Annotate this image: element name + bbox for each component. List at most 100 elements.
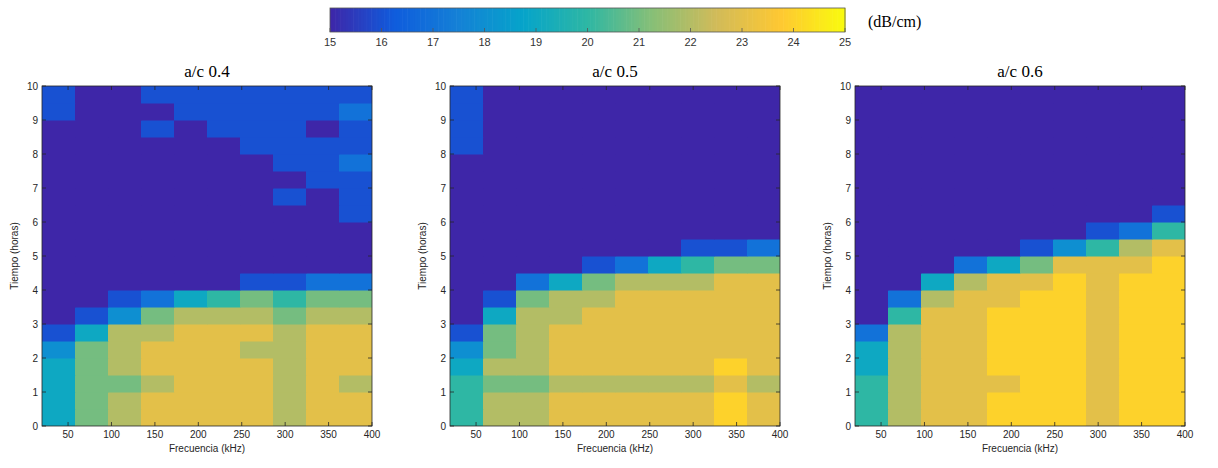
heatmap-cell [75,239,109,257]
heatmap-cell [42,324,76,342]
y-tick-right [776,392,780,393]
heatmap-cell [681,256,715,274]
heatmap-cell [174,307,208,325]
x-tick-top [111,86,112,90]
heatmap-cell [42,188,76,206]
heatmap-cell [306,222,340,240]
heatmap-cell [1119,205,1153,223]
y-tick-label: 8 [845,149,851,160]
heatmap-cell [516,86,550,104]
y-tick-label: 2 [440,353,446,364]
heatmap-cell [141,273,175,291]
x-tick-top [1098,86,1099,90]
heatmap-cell [207,409,241,426]
heatmap-cell [174,205,208,223]
heatmap-cell [954,392,988,410]
heatmap-cell [1086,137,1120,155]
heatmap-cell [615,324,649,342]
y-tick-right [368,358,372,359]
heatmap-cell [75,120,109,138]
heatmap-cell [240,409,274,426]
y-tick-label: 8 [32,149,38,160]
heatmap-cell [42,375,76,393]
heatmap-cell [615,375,649,393]
heatmap-cell [1119,239,1153,257]
heatmap-cell [516,103,550,121]
heatmap-cell [549,222,583,240]
y-tick-label: 4 [845,285,851,296]
heatmap-cell [141,137,175,155]
heatmap-cell [921,154,955,172]
x-tick-top [519,86,520,90]
x-tick-top [285,86,286,90]
heatmap-cell [240,375,274,393]
heatmap-cell [888,324,922,342]
y-tick [855,256,859,257]
heatmap-cell [1119,307,1153,325]
colorbar-tick [484,28,485,32]
heatmap-cell [516,324,550,342]
x-axis-title: Frecuencia (kHz) [982,443,1058,454]
heatmap-cell [108,290,142,308]
colorbar-label: (dB/cm) [868,13,921,31]
colorbar-tick-label: 25 [839,36,851,48]
heatmap-cell [141,341,175,359]
x-tick-top [241,86,242,90]
heatmap-cell [174,239,208,257]
heatmap-cell [681,375,715,393]
y-tick [450,188,454,189]
x-tick [1098,422,1099,426]
heatmap-cell [921,86,955,104]
heatmap-cell [240,358,274,376]
heatmap-cell [747,290,780,308]
heatmap-cell [648,324,682,342]
heatmap-cell [450,409,484,426]
heatmap-cell [747,171,780,189]
x-tick-top [693,86,694,90]
heatmap-cell [75,273,109,291]
heatmap-cell [273,256,307,274]
heatmap-cell [240,392,274,410]
heatmap-cell [516,341,550,359]
heatmap-cell [42,239,76,257]
heatmap-cell [240,205,274,223]
heatmap-cell [174,86,208,104]
heatmap-cell [240,273,274,291]
heatmap-cell [714,358,748,376]
heatmap-cell [450,341,484,359]
heatmap-cell [855,137,889,155]
heatmap-cell [42,222,76,240]
heatmap-cell [855,239,889,257]
heatmap-cell [141,222,175,240]
heatmap-cell [240,256,274,274]
y-tick-label: 9 [32,115,38,126]
heatmap-cell [108,171,142,189]
heatmap-cell [141,409,175,426]
y-tick [450,120,454,121]
heatmap-cell [1119,120,1153,138]
x-tick-top [476,86,477,90]
heatmap-cell [516,205,550,223]
heatmap-cell [516,256,550,274]
heatmap-cell [714,324,748,342]
x-tick-label: 100 [916,429,933,440]
x-tick-top [154,86,155,90]
heatmap-cell [1152,290,1185,308]
heatmap-cell [714,86,748,104]
heatmap-cell [273,171,307,189]
heatmap-cell [240,222,274,240]
y-tick [42,358,46,359]
heatmap-cell [582,256,616,274]
heatmap-cell [306,120,340,138]
y-tick-right [1181,256,1185,257]
heatmap-cell [1020,307,1054,325]
heatmap-cell [1020,256,1054,274]
heatmap-cell [207,375,241,393]
y-tick-label: 9 [440,115,446,126]
heatmap-cell [1086,239,1120,257]
heatmap-cell [888,171,922,189]
heatmap-cell [1053,341,1087,359]
y-tick [450,222,454,223]
x-tick-label: 250 [641,429,658,440]
heatmap-cell [141,239,175,257]
